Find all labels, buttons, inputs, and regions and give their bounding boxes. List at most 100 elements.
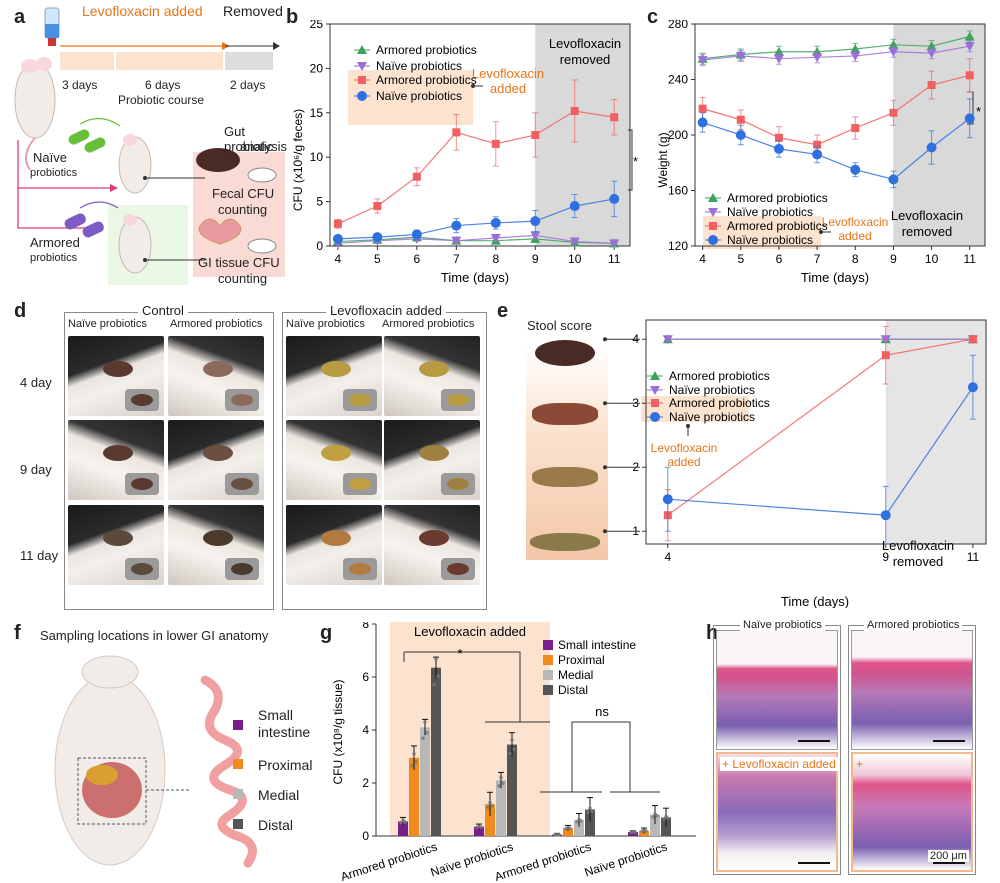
stool-sample <box>103 445 133 461</box>
y-tick-label: 240 <box>668 73 688 87</box>
data-point <box>735 130 746 140</box>
y-tick-label: 280 <box>668 20 688 31</box>
legend-label: Armored probiotics <box>727 191 828 205</box>
chart-c-axes: 4 5 6 7 8 9 10 11 120 160 200 240 280 <box>668 20 986 266</box>
histology-armored-control <box>851 630 973 750</box>
stool-score-gradient <box>526 345 608 560</box>
chart-g-plot <box>398 656 671 837</box>
data-dot <box>586 810 590 814</box>
zoom-box <box>77 757 147 825</box>
stool-sample <box>203 445 233 461</box>
legend-swatch <box>543 685 553 695</box>
proximal-label: Proximal <box>258 757 313 773</box>
stool-icon <box>196 148 240 172</box>
bar <box>650 814 660 836</box>
x-tick-label: 10 <box>925 252 939 266</box>
stool-inset-sample <box>131 478 153 490</box>
data-dot <box>479 825 483 829</box>
data-point <box>451 220 462 231</box>
legend-label: Armored probiotics <box>376 73 477 87</box>
stool-inset-sample <box>231 478 253 490</box>
series-line-1 <box>337 234 615 244</box>
legend-marker <box>651 399 659 407</box>
chart-e-shade-title-1: Levofloxacin <box>882 538 954 553</box>
data-point <box>610 113 619 122</box>
chart-c-shade-title-1: Levofloxacin <box>891 208 963 223</box>
chart-b: 4 5 6 7 8 9 10 11 0 5 10 15 20 25 Levofloxacin remove… <box>291 20 638 285</box>
naive-probiotics-label: probiotics <box>30 167 78 179</box>
data-dot <box>421 736 425 741</box>
x-tick-label: 7 <box>814 252 821 266</box>
data-dot <box>575 819 579 824</box>
mouse-icon-naive <box>118 134 152 194</box>
chart-e-added-label: added <box>667 455 700 469</box>
stool-photo <box>384 420 480 500</box>
data-point <box>773 143 784 154</box>
data-point <box>373 202 382 211</box>
legend-label: Small intestine <box>558 638 636 652</box>
organ-icon <box>86 765 118 785</box>
chart-c-legend-highlight <box>703 216 821 249</box>
data-point <box>888 174 899 185</box>
data-point <box>926 142 937 153</box>
stool-sample <box>321 530 351 546</box>
panel-label-c: c <box>647 6 659 28</box>
stool-inset-sample <box>447 478 469 490</box>
x-tick-label: 4 <box>664 550 671 564</box>
medial-marker <box>233 789 243 799</box>
data-dot <box>423 720 427 724</box>
stool-sample <box>419 361 449 377</box>
x-tick-label: 4 <box>699 252 706 266</box>
stool-inset <box>343 389 377 411</box>
histology-armored-levo <box>851 752 973 872</box>
chart-b-added-label: added <box>490 81 526 96</box>
data-dot <box>666 816 670 821</box>
stool-inset-sample <box>349 394 371 406</box>
armored-curve-arrow <box>79 201 119 209</box>
proximal-marker <box>233 759 243 769</box>
stool-sample <box>419 445 449 461</box>
data-point <box>880 510 891 521</box>
chart-e-plot <box>662 325 978 545</box>
stool-inset-sample <box>131 563 153 575</box>
stool-score-1-icon <box>530 533 600 551</box>
col-header-3: Naïve probiotics <box>286 318 365 330</box>
stool-score-4-icon <box>535 340 595 366</box>
data-dot <box>497 784 501 788</box>
naive-label: Naïve <box>33 150 67 165</box>
x-category-label: Naïve probiotics <box>583 840 669 880</box>
chart-g-ns: ns <box>595 704 609 719</box>
naive-bacteria-icon-2 <box>84 137 106 153</box>
chart-e-levo-label: Levofloxacin <box>651 441 718 455</box>
legend-marker <box>358 76 366 84</box>
stool-inset <box>125 473 159 495</box>
data-point <box>813 140 822 149</box>
stool-score-2-icon <box>532 467 598 487</box>
data-point <box>888 47 899 57</box>
stool-inset-sample <box>447 563 469 575</box>
legend-label: Armored probiotics <box>669 396 770 410</box>
y-tick-label: 200 <box>668 128 688 142</box>
legend-label: Distal <box>558 683 588 697</box>
scale-bar-1 <box>798 740 830 742</box>
data-point <box>530 231 541 241</box>
stool-inset <box>125 389 159 411</box>
x-tick-label: 8 <box>492 252 499 266</box>
gi-cfu-2: counting <box>218 271 268 286</box>
stool-inset <box>441 473 475 495</box>
chart-b-plot <box>332 79 620 249</box>
stool-inset-sample <box>231 563 253 575</box>
data-point <box>697 56 708 66</box>
small-intestine-label-2: intestine <box>258 724 311 740</box>
y-tick-label: 20 <box>310 61 324 75</box>
data-dot <box>425 730 429 735</box>
intestine-illustration <box>200 675 257 868</box>
stool-inset <box>125 558 159 580</box>
series-line-3 <box>337 198 615 240</box>
y-tick-label: 5 <box>316 195 323 209</box>
panel-f-title: Sampling locations in lower GI anatomy <box>40 628 269 643</box>
legend-marker <box>708 235 718 245</box>
